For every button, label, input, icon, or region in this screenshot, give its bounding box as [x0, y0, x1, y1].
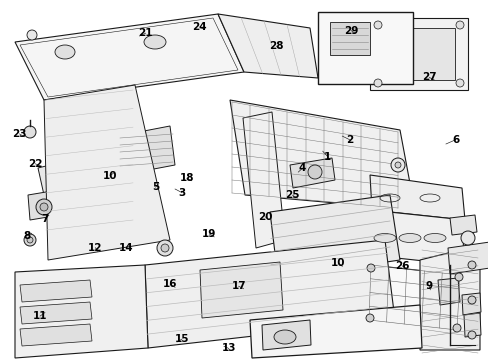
Polygon shape: [145, 240, 394, 348]
Ellipse shape: [423, 234, 445, 243]
Polygon shape: [447, 242, 488, 274]
Text: 12: 12: [88, 243, 102, 253]
Text: 17: 17: [231, 281, 245, 291]
Polygon shape: [461, 293, 480, 315]
Ellipse shape: [373, 234, 395, 243]
Polygon shape: [15, 265, 148, 358]
Polygon shape: [367, 265, 461, 330]
Circle shape: [366, 264, 374, 272]
Polygon shape: [118, 126, 175, 175]
Circle shape: [373, 79, 381, 87]
Polygon shape: [218, 14, 317, 78]
Circle shape: [394, 162, 400, 168]
Polygon shape: [449, 215, 476, 235]
Polygon shape: [20, 280, 92, 302]
Polygon shape: [200, 262, 283, 318]
Text: 5: 5: [152, 182, 159, 192]
Polygon shape: [269, 195, 399, 278]
Circle shape: [36, 199, 52, 215]
Polygon shape: [28, 190, 60, 220]
Ellipse shape: [398, 234, 420, 243]
Text: 16: 16: [163, 279, 177, 289]
Text: 27: 27: [421, 72, 436, 82]
Text: 22: 22: [28, 159, 42, 169]
Ellipse shape: [273, 330, 295, 344]
Circle shape: [40, 203, 48, 211]
Text: 3: 3: [178, 188, 185, 198]
Polygon shape: [329, 22, 369, 55]
Polygon shape: [44, 85, 170, 260]
Circle shape: [452, 324, 460, 332]
Circle shape: [365, 314, 373, 322]
Text: 25: 25: [285, 190, 299, 200]
Circle shape: [467, 261, 475, 269]
Text: 21: 21: [138, 28, 153, 38]
Ellipse shape: [143, 35, 165, 49]
Text: 29: 29: [343, 26, 358, 36]
Circle shape: [467, 331, 475, 339]
Circle shape: [455, 79, 463, 87]
Text: 10: 10: [102, 171, 117, 181]
Circle shape: [161, 244, 169, 252]
Circle shape: [27, 30, 37, 40]
Polygon shape: [369, 18, 467, 90]
Text: 23: 23: [12, 129, 27, 139]
Polygon shape: [229, 100, 414, 210]
Text: 6: 6: [451, 135, 458, 145]
Polygon shape: [437, 278, 459, 305]
Text: 9: 9: [425, 281, 432, 291]
Text: 18: 18: [179, 173, 194, 183]
Polygon shape: [38, 162, 68, 195]
Circle shape: [454, 273, 462, 281]
Text: 4: 4: [298, 163, 305, 174]
Circle shape: [455, 21, 463, 29]
Polygon shape: [20, 302, 92, 324]
Circle shape: [27, 237, 33, 243]
Polygon shape: [20, 324, 92, 346]
Circle shape: [467, 296, 475, 304]
Circle shape: [390, 158, 404, 172]
Text: 14: 14: [119, 243, 133, 253]
Circle shape: [24, 234, 36, 246]
Polygon shape: [419, 245, 479, 350]
Polygon shape: [367, 210, 464, 265]
Ellipse shape: [55, 45, 75, 59]
Circle shape: [307, 165, 321, 179]
Polygon shape: [15, 14, 244, 100]
Bar: [317, 12, 412, 84]
Text: 2: 2: [346, 135, 352, 145]
Text: 24: 24: [192, 22, 206, 32]
Polygon shape: [369, 175, 464, 220]
Text: 19: 19: [202, 229, 216, 239]
Polygon shape: [289, 158, 334, 188]
Polygon shape: [384, 28, 454, 80]
Text: 10: 10: [330, 258, 345, 268]
Text: 26: 26: [394, 261, 408, 271]
Text: 8: 8: [23, 231, 30, 241]
Text: 28: 28: [268, 41, 283, 51]
Text: 7: 7: [41, 214, 49, 224]
Circle shape: [373, 21, 381, 29]
Text: 1: 1: [324, 152, 330, 162]
Text: 13: 13: [221, 343, 236, 354]
Text: 15: 15: [174, 334, 189, 344]
Circle shape: [157, 240, 173, 256]
Polygon shape: [249, 305, 421, 358]
Polygon shape: [262, 320, 310, 350]
Polygon shape: [463, 313, 480, 337]
Circle shape: [460, 231, 474, 245]
Circle shape: [24, 126, 36, 138]
Text: 20: 20: [257, 212, 272, 222]
Text: 11: 11: [33, 311, 47, 321]
Polygon shape: [243, 112, 285, 248]
